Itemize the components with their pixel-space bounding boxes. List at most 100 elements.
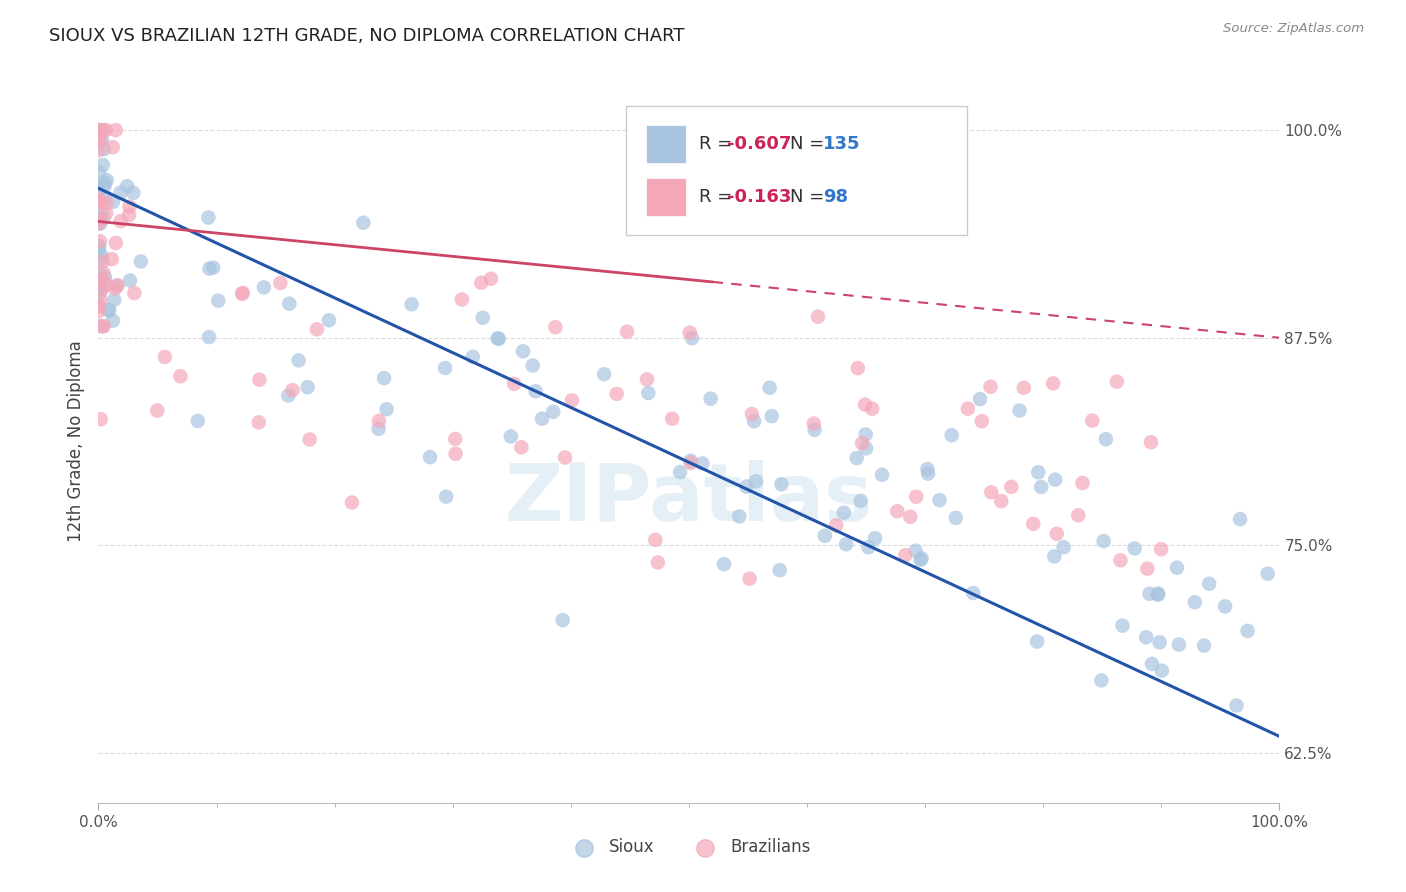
Point xyxy=(103,293,125,307)
Point xyxy=(231,287,253,301)
Point xyxy=(1136,561,1159,575)
Point xyxy=(904,543,927,558)
Point xyxy=(89,216,111,230)
Point xyxy=(93,180,115,194)
Point xyxy=(87,183,110,197)
Point xyxy=(89,271,111,285)
Point xyxy=(1092,534,1115,549)
Point xyxy=(593,367,616,381)
Point xyxy=(1236,624,1258,638)
Point xyxy=(962,586,984,600)
Point xyxy=(692,457,714,471)
Point xyxy=(198,261,221,276)
Point xyxy=(551,613,574,627)
Text: ZIPatlas: ZIPatlas xyxy=(505,460,873,539)
Point xyxy=(898,509,921,524)
Point xyxy=(89,285,111,299)
Point xyxy=(89,212,111,227)
Point xyxy=(401,297,423,311)
Point xyxy=(637,386,659,401)
Point xyxy=(104,281,127,295)
Point xyxy=(318,313,340,327)
Point xyxy=(1147,586,1170,600)
Point xyxy=(1150,664,1173,678)
Point xyxy=(945,511,967,525)
Text: -0.163: -0.163 xyxy=(727,188,792,206)
Point xyxy=(375,402,398,417)
Text: Source: ZipAtlas.com: Source: ZipAtlas.com xyxy=(1223,22,1364,36)
Point xyxy=(93,266,115,280)
Text: N =: N = xyxy=(790,135,824,153)
Point xyxy=(87,193,110,207)
Point xyxy=(1042,376,1064,391)
Point xyxy=(87,125,110,139)
Point xyxy=(367,422,389,436)
Point xyxy=(87,178,110,192)
Point xyxy=(1095,432,1118,446)
Point xyxy=(118,200,141,214)
Point xyxy=(863,531,886,545)
Point xyxy=(1052,540,1074,554)
Text: N =: N = xyxy=(790,188,824,206)
Point xyxy=(1139,587,1161,601)
Point xyxy=(679,454,702,468)
Point xyxy=(745,475,768,489)
Point xyxy=(522,359,544,373)
Point xyxy=(1105,375,1128,389)
Point xyxy=(198,330,221,344)
Point xyxy=(298,433,321,447)
Text: 98: 98 xyxy=(823,188,848,206)
Point xyxy=(917,467,939,481)
Point xyxy=(541,405,564,419)
Point xyxy=(479,272,502,286)
Point xyxy=(91,273,114,287)
Point xyxy=(616,325,638,339)
Point xyxy=(93,123,115,137)
Point xyxy=(1046,526,1069,541)
Point xyxy=(434,361,457,376)
Point xyxy=(90,207,112,221)
Point xyxy=(471,310,494,325)
Point xyxy=(87,123,110,137)
Point xyxy=(91,211,114,226)
Point xyxy=(97,302,120,317)
Point xyxy=(110,214,132,228)
Point xyxy=(803,417,825,431)
Point xyxy=(941,428,963,442)
Point xyxy=(807,310,830,324)
Point xyxy=(561,393,583,408)
Point xyxy=(90,249,112,263)
Point xyxy=(104,123,127,137)
Point xyxy=(928,493,950,508)
Point xyxy=(90,133,112,147)
Point xyxy=(855,427,877,442)
Point xyxy=(970,414,993,428)
Point xyxy=(860,401,883,416)
Point xyxy=(419,450,441,464)
Point xyxy=(297,380,319,394)
Point xyxy=(917,462,939,476)
Point xyxy=(699,392,721,406)
Point xyxy=(98,303,121,318)
Point xyxy=(451,293,474,307)
Point xyxy=(101,313,124,327)
Point xyxy=(444,432,467,446)
Point xyxy=(606,386,628,401)
Point xyxy=(1192,639,1215,653)
Point xyxy=(101,252,124,267)
Point xyxy=(544,320,567,334)
Point xyxy=(803,423,825,437)
Point xyxy=(247,416,270,430)
Point xyxy=(89,234,111,248)
Point xyxy=(647,556,669,570)
Point xyxy=(1026,465,1049,479)
Point xyxy=(510,440,533,454)
Point xyxy=(741,407,763,421)
Point xyxy=(1067,508,1090,523)
Point xyxy=(118,273,141,287)
Point xyxy=(1213,599,1236,614)
Point xyxy=(89,318,111,333)
Point xyxy=(87,133,110,147)
Point xyxy=(124,286,146,301)
Point xyxy=(122,186,145,200)
